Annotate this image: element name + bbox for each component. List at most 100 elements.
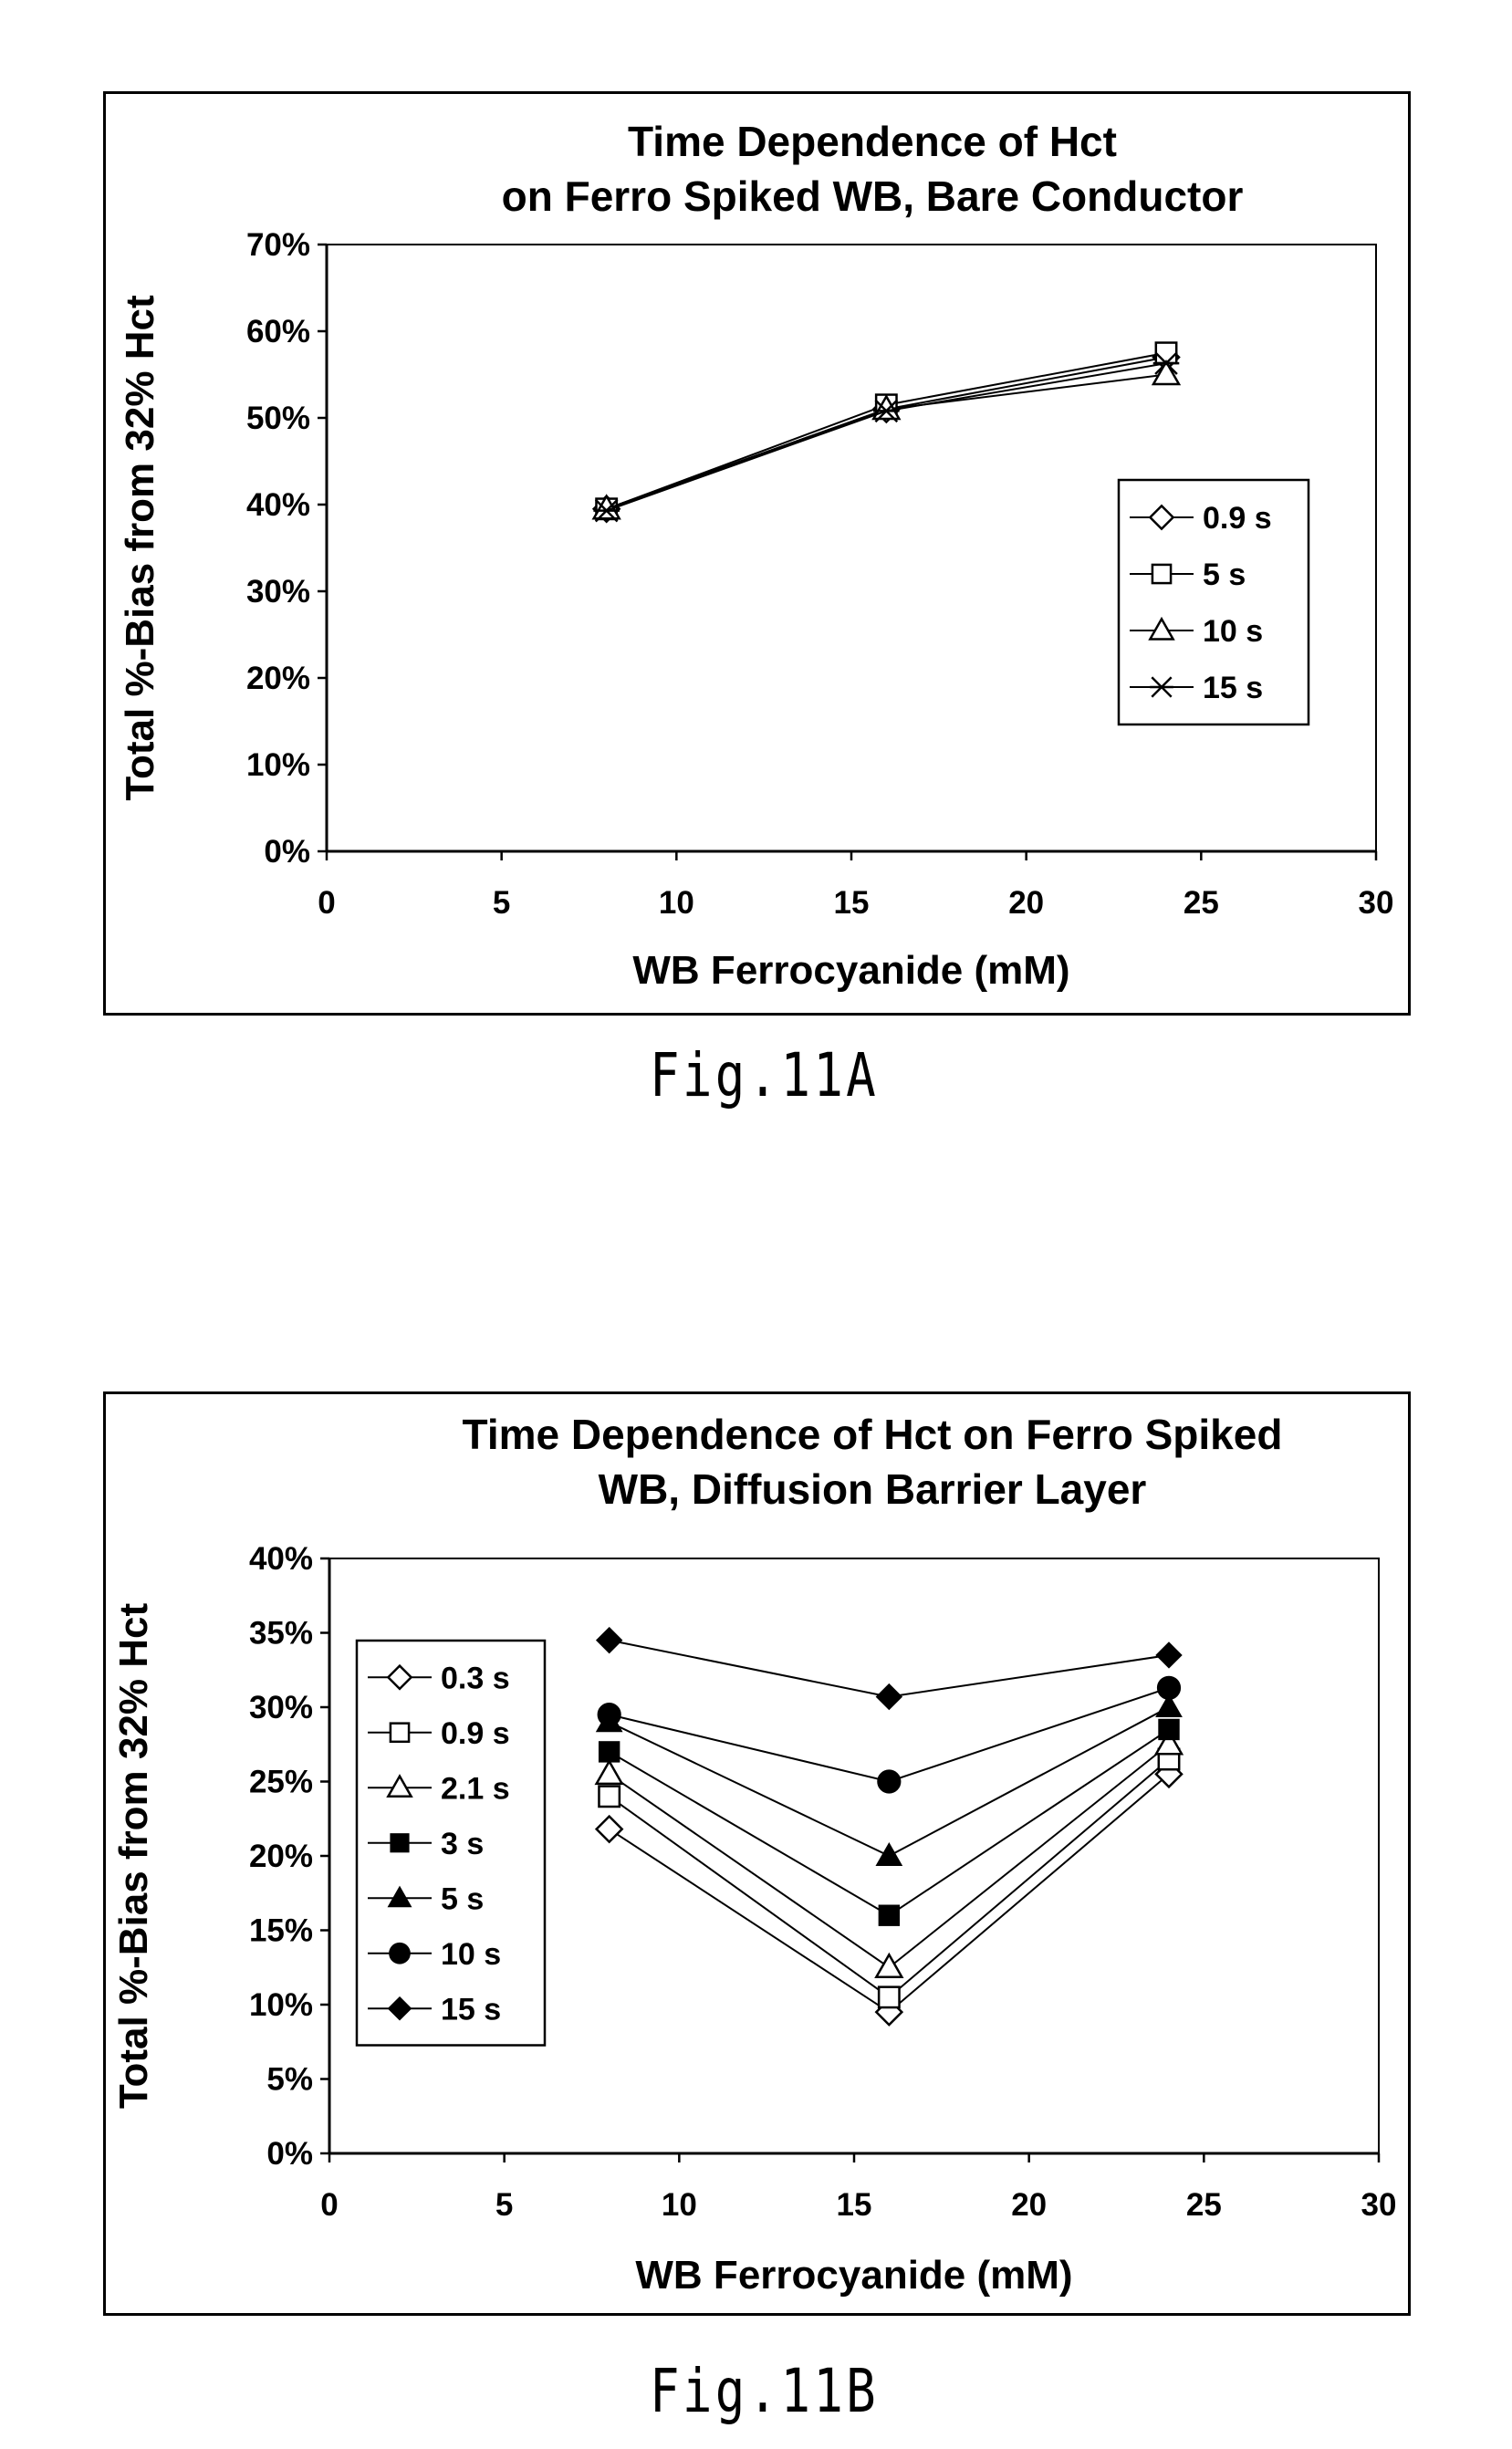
data-point-marker xyxy=(1152,351,1180,375)
y-tick-label: 60% xyxy=(246,314,310,349)
data-point-marker xyxy=(1156,1675,1182,1700)
chart-title-line-1: Time Dependence of Hct xyxy=(628,118,1117,165)
x-axis-label: WB Ferrocyanide (mM) xyxy=(635,2253,1072,2298)
x-tick-label: 5 xyxy=(493,885,510,921)
chart-title-line-2: WB, Diffusion Barrier Layer xyxy=(599,1465,1147,1513)
x-tick-label: 20 xyxy=(1008,885,1044,921)
y-axis-label: Total %-Bias from 32% Hct xyxy=(118,295,162,801)
legend-label: 10 s xyxy=(1203,614,1263,649)
data-point-marker xyxy=(1158,1718,1180,1741)
data-point-marker xyxy=(873,399,900,423)
legend-label: 15 s xyxy=(441,1992,501,2027)
x-tick-label: 30 xyxy=(1361,2187,1397,2223)
y-tick-label: 10% xyxy=(249,1987,313,2023)
legend-label: 15 s xyxy=(1203,671,1263,705)
chart-legend: 0.3 s 0.9 s 2.1 s 3 s 5 s 10 s 15 s xyxy=(355,1639,547,2047)
figure-caption-11b: Fig.11B xyxy=(650,2356,880,2426)
chart-panel-11a: Time Dependence of Hct on Ferro Spiked WB… xyxy=(103,91,1411,1016)
x-axis-label: WB Ferrocyanide (mM) xyxy=(632,948,1069,993)
series-line xyxy=(609,1728,1170,1917)
series-line xyxy=(606,356,1167,510)
chart-11a-svg: Time Dependence of Hct on Ferro Spiked WB… xyxy=(118,118,1394,993)
data-point-marker xyxy=(1153,1729,1184,1756)
y-tick-label: 0% xyxy=(264,834,310,870)
y-tick-label: 30% xyxy=(249,1690,313,1725)
legend-marker xyxy=(386,1663,413,1691)
chart-panel-11b: Time Dependence of Hct on Ferro Spiked WB… xyxy=(103,1391,1411,2316)
x-tick-label: 30 xyxy=(1359,885,1394,921)
legend-marker xyxy=(1148,616,1175,641)
figure-caption-11a: Fig.11A xyxy=(650,1040,880,1110)
series-0-9-s-11a xyxy=(591,342,1181,524)
y-tick-label: 10% xyxy=(246,747,310,783)
data-point-marker xyxy=(594,1758,624,1786)
data-point-marker xyxy=(598,1741,620,1763)
legend-marker xyxy=(389,1722,411,1744)
y-tick-label: 50% xyxy=(246,401,310,436)
data-point-marker xyxy=(1151,359,1182,386)
legend-marker xyxy=(387,1885,412,1908)
y-tick-label: 70% xyxy=(246,227,310,263)
data-point-marker xyxy=(877,1985,901,2009)
x-tick-label: 0 xyxy=(320,2187,338,2223)
series-2-1-s-11b xyxy=(594,1729,1184,1978)
series-15-s-11a xyxy=(593,351,1180,523)
series-15-s-11b xyxy=(595,1626,1183,1711)
legend-label: 0.9 s xyxy=(1203,501,1272,536)
legend-marker xyxy=(390,1833,410,1853)
data-point-marker xyxy=(594,1814,624,1844)
legend-marker xyxy=(389,1942,411,1964)
series-line xyxy=(606,351,1167,510)
legend-marker xyxy=(1150,676,1173,698)
legend-box xyxy=(1117,478,1310,726)
x-tick-label: 25 xyxy=(1184,885,1219,921)
series-10-s-11a xyxy=(591,359,1182,520)
y-tick-label: 35% xyxy=(249,1616,313,1652)
data-point-marker xyxy=(598,1785,621,1808)
chart-11b-svg: Time Dependence of Hct on Ferro Spiked WB… xyxy=(111,1411,1397,2298)
data-point-marker xyxy=(878,1904,901,1926)
data-point-marker xyxy=(593,498,620,523)
data-point-marker xyxy=(597,1703,621,1727)
y-tick-label: 15% xyxy=(249,1913,313,1949)
legend-marker xyxy=(1148,504,1175,531)
data-point-marker xyxy=(1155,1693,1183,1717)
y-tick-label: 25% xyxy=(249,1765,313,1800)
series-10-s-11b xyxy=(597,1675,1182,1794)
x-tick-label: 25 xyxy=(1186,2187,1222,2223)
y-tick-label: 20% xyxy=(249,1839,313,1874)
y-tick-label: 30% xyxy=(246,574,310,610)
series-5-s-11a xyxy=(595,341,1178,521)
chart-title-line-2: on Ferro Spiked WB, Bare Conductor xyxy=(502,172,1244,220)
y-axis-label: Total %-Bias from 32% Hct xyxy=(111,1603,156,2110)
legend-marker xyxy=(387,1996,412,2021)
legend-label: 5 s xyxy=(1203,558,1246,592)
y-tick-label: 5% xyxy=(266,2062,313,2098)
data-point-marker xyxy=(877,1769,902,1794)
data-point-marker xyxy=(591,494,621,520)
chart-legend: 0.9 s 5 s 10 s 15 s xyxy=(1117,478,1310,726)
series-3-s-11b xyxy=(598,1718,1180,1926)
x-tick-label: 0 xyxy=(318,885,335,921)
y-tick-label: 0% xyxy=(266,2136,313,2172)
legend-label: 3 s xyxy=(441,1827,484,1861)
x-tick-label: 10 xyxy=(659,885,694,921)
legend-label: 10 s xyxy=(441,1937,501,1972)
legend-marker xyxy=(386,1774,413,1798)
series-0-3-s-11b xyxy=(594,1759,1184,2027)
y-tick-label: 20% xyxy=(246,661,310,696)
legend-label: 0.3 s xyxy=(441,1661,510,1695)
data-point-marker xyxy=(875,1841,903,1866)
chart-title-line-1: Time Dependence of Hct on Ferro Spiked xyxy=(463,1411,1283,1458)
data-point-marker xyxy=(874,1952,904,1978)
x-tick-label: 10 xyxy=(662,2187,697,2223)
x-tick-label: 15 xyxy=(837,2187,872,2223)
data-point-marker xyxy=(875,1683,903,1711)
x-tick-label: 15 xyxy=(834,885,870,921)
x-tick-label: 20 xyxy=(1011,2187,1047,2223)
data-point-marker xyxy=(1155,1641,1183,1669)
legend-label: 5 s xyxy=(441,1881,484,1916)
y-tick-label: 40% xyxy=(246,487,310,523)
data-point-marker xyxy=(595,1626,623,1654)
x-tick-label: 5 xyxy=(495,2187,513,2223)
